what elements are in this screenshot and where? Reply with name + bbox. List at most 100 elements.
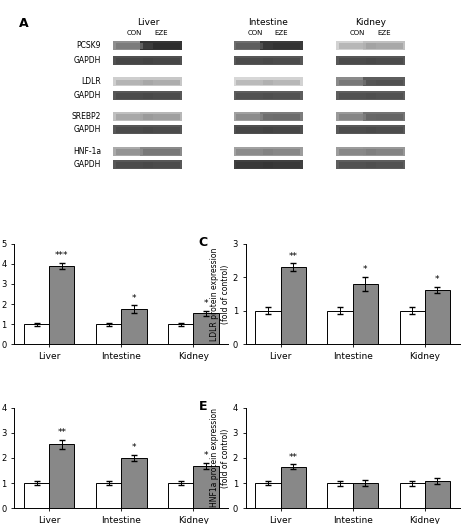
FancyBboxPatch shape — [263, 93, 300, 99]
Text: CON: CON — [127, 30, 142, 36]
FancyBboxPatch shape — [263, 149, 300, 155]
FancyBboxPatch shape — [365, 80, 402, 85]
FancyBboxPatch shape — [260, 160, 303, 169]
Bar — [96, 483, 121, 508]
FancyBboxPatch shape — [143, 127, 180, 133]
Text: EZE: EZE — [275, 30, 288, 36]
Text: HNF-1a: HNF-1a — [73, 147, 101, 156]
Text: EZE: EZE — [155, 30, 168, 36]
FancyBboxPatch shape — [234, 91, 276, 100]
FancyBboxPatch shape — [336, 125, 378, 134]
Text: *: * — [363, 265, 367, 274]
Bar — [328, 311, 353, 344]
FancyBboxPatch shape — [234, 160, 276, 169]
FancyBboxPatch shape — [237, 162, 273, 168]
FancyBboxPatch shape — [336, 112, 378, 121]
FancyBboxPatch shape — [363, 91, 405, 100]
Bar — [168, 324, 193, 344]
FancyBboxPatch shape — [234, 78, 276, 86]
FancyBboxPatch shape — [140, 56, 182, 65]
Text: LDLR: LDLR — [82, 78, 101, 86]
FancyBboxPatch shape — [339, 80, 376, 85]
Text: Liver: Liver — [137, 18, 159, 27]
FancyBboxPatch shape — [140, 41, 182, 50]
Bar — [121, 309, 146, 344]
FancyBboxPatch shape — [339, 127, 376, 133]
Text: SREBP2: SREBP2 — [72, 112, 101, 121]
FancyBboxPatch shape — [260, 125, 303, 134]
Bar — [353, 483, 378, 508]
FancyBboxPatch shape — [113, 41, 155, 50]
FancyBboxPatch shape — [237, 149, 273, 155]
FancyBboxPatch shape — [237, 127, 273, 133]
FancyBboxPatch shape — [116, 80, 153, 85]
Text: C: C — [199, 236, 208, 249]
FancyBboxPatch shape — [363, 125, 405, 134]
FancyBboxPatch shape — [339, 43, 376, 49]
FancyBboxPatch shape — [336, 41, 378, 50]
FancyBboxPatch shape — [263, 80, 300, 85]
FancyBboxPatch shape — [260, 41, 303, 50]
FancyBboxPatch shape — [365, 127, 402, 133]
Bar — [168, 483, 193, 508]
FancyBboxPatch shape — [140, 160, 182, 169]
FancyBboxPatch shape — [237, 43, 273, 49]
FancyBboxPatch shape — [260, 112, 303, 121]
FancyBboxPatch shape — [140, 125, 182, 134]
Bar — [353, 284, 378, 344]
Text: PCSK9: PCSK9 — [77, 41, 101, 50]
FancyBboxPatch shape — [116, 162, 153, 168]
FancyBboxPatch shape — [339, 114, 376, 120]
FancyBboxPatch shape — [116, 149, 153, 155]
Text: EZE: EZE — [377, 30, 391, 36]
Text: **: ** — [289, 252, 298, 260]
FancyBboxPatch shape — [336, 160, 378, 169]
Bar — [24, 324, 49, 344]
FancyBboxPatch shape — [339, 58, 376, 64]
FancyBboxPatch shape — [365, 93, 402, 99]
Bar — [328, 483, 353, 508]
Text: *: * — [132, 294, 136, 303]
Bar — [255, 311, 281, 344]
Bar — [400, 311, 425, 344]
FancyBboxPatch shape — [113, 56, 155, 65]
FancyBboxPatch shape — [113, 147, 155, 156]
FancyBboxPatch shape — [365, 162, 402, 168]
Text: GAPDH: GAPDH — [74, 56, 101, 65]
FancyBboxPatch shape — [116, 127, 153, 133]
Text: GAPDH: GAPDH — [74, 160, 101, 169]
FancyBboxPatch shape — [143, 114, 180, 120]
FancyBboxPatch shape — [260, 147, 303, 156]
Text: Kidney: Kidney — [355, 18, 386, 27]
FancyBboxPatch shape — [263, 162, 300, 168]
Text: *: * — [204, 451, 208, 460]
FancyBboxPatch shape — [113, 91, 155, 100]
FancyBboxPatch shape — [365, 58, 402, 64]
FancyBboxPatch shape — [237, 93, 273, 99]
FancyBboxPatch shape — [113, 78, 155, 86]
FancyBboxPatch shape — [263, 43, 300, 49]
Bar — [400, 483, 425, 508]
Text: ***: *** — [55, 252, 69, 260]
FancyBboxPatch shape — [363, 56, 405, 65]
FancyBboxPatch shape — [234, 56, 276, 65]
Text: *: * — [204, 299, 208, 308]
FancyBboxPatch shape — [116, 43, 153, 49]
FancyBboxPatch shape — [363, 147, 405, 156]
FancyBboxPatch shape — [263, 58, 300, 64]
Text: *: * — [132, 443, 136, 452]
FancyBboxPatch shape — [143, 58, 180, 64]
FancyBboxPatch shape — [116, 93, 153, 99]
FancyBboxPatch shape — [336, 91, 378, 100]
FancyBboxPatch shape — [339, 93, 376, 99]
FancyBboxPatch shape — [363, 41, 405, 50]
FancyBboxPatch shape — [237, 80, 273, 85]
FancyBboxPatch shape — [234, 125, 276, 134]
Bar — [49, 266, 74, 344]
FancyBboxPatch shape — [143, 93, 180, 99]
FancyBboxPatch shape — [234, 112, 276, 121]
FancyBboxPatch shape — [113, 160, 155, 169]
Bar — [121, 458, 146, 508]
FancyBboxPatch shape — [336, 56, 378, 65]
FancyBboxPatch shape — [263, 114, 300, 120]
